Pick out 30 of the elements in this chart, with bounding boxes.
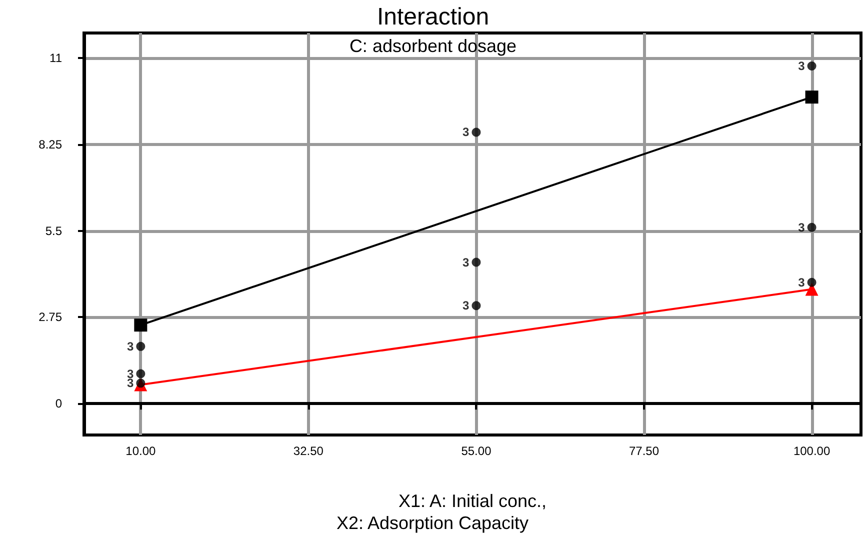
chart-title: Interaction	[376, 4, 490, 30]
point	[805, 90, 818, 104]
annotation: 3	[462, 125, 470, 140]
point	[136, 342, 146, 351]
x-tick-label: 77.50	[628, 444, 660, 458]
text: X2: Adsorption Capacity	[336, 513, 529, 533]
y-tick-label: 5.5	[45, 224, 62, 238]
x-axis-title: X1: A: Initial conc.,	[398, 491, 547, 511]
y-tick-label: 8.25	[38, 137, 62, 152]
x-tick-label: 32.50	[293, 444, 324, 458]
annotation: 3	[462, 255, 470, 270]
point	[807, 61, 816, 70]
annotation: 3	[798, 58, 806, 73]
x-tick-label: 55.00	[461, 444, 492, 458]
y-tick-label: 2.75	[38, 310, 62, 324]
annotation: 3	[126, 339, 134, 354]
point	[807, 222, 816, 232]
annotation: 3	[798, 275, 806, 290]
y-tick-label: 0	[55, 396, 62, 411]
annotation: 3	[798, 220, 806, 234]
point	[472, 301, 481, 310]
x-tick-label: 10.00	[126, 444, 156, 458]
point	[136, 369, 146, 378]
point	[472, 128, 481, 137]
annotation: 3	[462, 298, 470, 313]
point	[134, 318, 148, 332]
chart-subtitle: C: adsorbent dosage	[349, 36, 517, 56]
y-tick-label: 11	[50, 51, 62, 66]
x-tick-label: 100.00	[793, 444, 830, 458]
point	[472, 258, 481, 267]
